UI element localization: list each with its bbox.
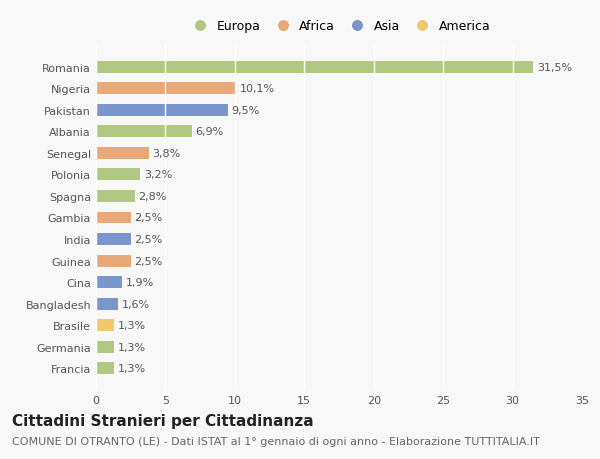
Text: 9,5%: 9,5% [232, 106, 260, 116]
Bar [96, 83, 236, 95]
Text: 2,5%: 2,5% [134, 213, 163, 223]
Bar [96, 341, 114, 353]
Legend: Europa, Africa, Asia, America: Europa, Africa, Asia, America [185, 18, 493, 36]
Text: COMUNE DI OTRANTO (LE) - Dati ISTAT al 1° gennaio di ogni anno - Elaborazione TU: COMUNE DI OTRANTO (LE) - Dati ISTAT al 1… [12, 436, 540, 446]
Text: 1,9%: 1,9% [126, 278, 154, 287]
Text: 3,2%: 3,2% [144, 170, 172, 180]
Text: 1,3%: 1,3% [118, 364, 146, 374]
Text: 10,1%: 10,1% [240, 84, 275, 94]
Bar [96, 62, 533, 73]
Bar [96, 126, 192, 138]
Text: 1,3%: 1,3% [118, 342, 146, 352]
Bar [96, 363, 114, 375]
Bar [96, 169, 140, 181]
Text: 3,8%: 3,8% [152, 149, 181, 158]
Bar [96, 212, 131, 224]
Bar [96, 255, 131, 267]
Bar [96, 105, 228, 117]
Text: 31,5%: 31,5% [537, 62, 572, 73]
Bar [96, 234, 131, 246]
Text: 1,6%: 1,6% [122, 299, 150, 309]
Text: 6,9%: 6,9% [195, 127, 224, 137]
Bar [96, 190, 135, 202]
Text: 2,5%: 2,5% [134, 235, 163, 245]
Text: Cittadini Stranieri per Cittadinanza: Cittadini Stranieri per Cittadinanza [12, 413, 314, 428]
Text: 1,3%: 1,3% [118, 320, 146, 330]
Bar [96, 148, 149, 159]
Text: 2,8%: 2,8% [139, 191, 167, 202]
Bar [96, 319, 114, 331]
Bar [96, 298, 118, 310]
Text: 2,5%: 2,5% [134, 256, 163, 266]
Bar [96, 277, 122, 288]
